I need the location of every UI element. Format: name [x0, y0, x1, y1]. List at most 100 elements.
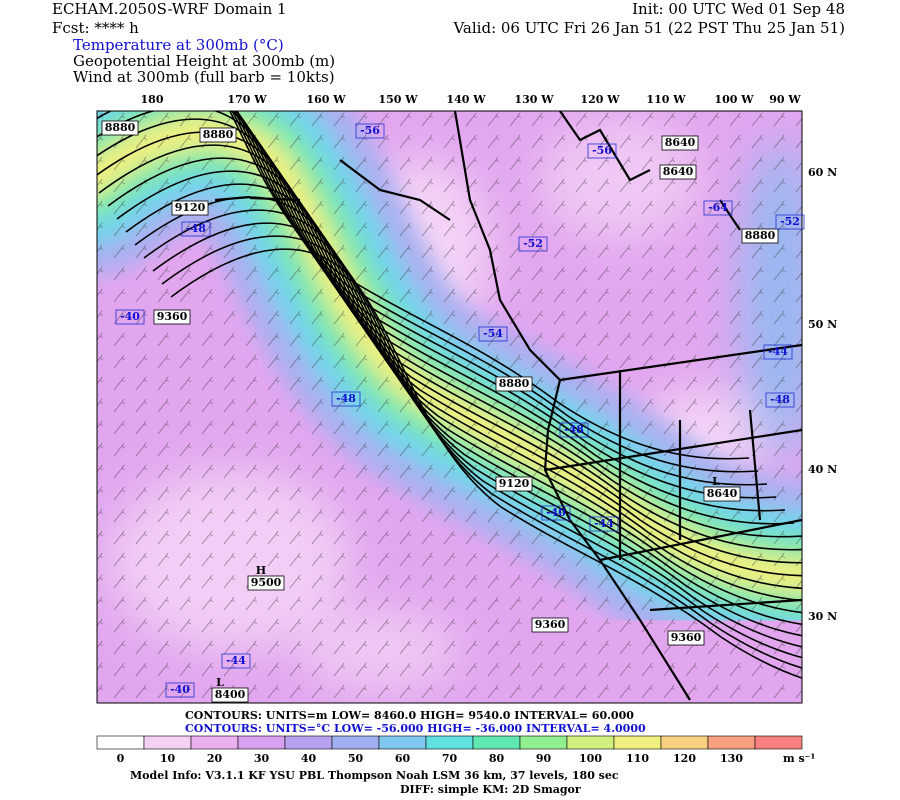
colorbar-swatch	[566, 735, 615, 750]
height-label-box	[661, 135, 699, 151]
contour-info: CONTOURS: UNITS=m LOW= 8460.0 HIGH= 9540…	[185, 709, 634, 722]
temperature-label: -48	[770, 393, 790, 406]
colorbar-label: 120	[673, 752, 696, 765]
height-label: 8400	[215, 688, 246, 701]
temperature-label: -52	[523, 237, 543, 250]
colorbar-label: 50	[348, 752, 364, 765]
height-label-box	[531, 617, 569, 633]
height-contour	[143, 209, 802, 648]
contour-info: CONTOURS: UNITS=°C LOW= -56.000 HIGH= -3…	[185, 722, 646, 735]
colorbar-label: 80	[489, 752, 505, 765]
temperature-label: -64	[708, 201, 728, 214]
temperature-label: -48	[336, 392, 356, 405]
colorbar-label: 10	[160, 752, 176, 765]
colorbar-label: 100	[579, 752, 602, 765]
colorbar-units: m s⁻¹	[783, 752, 815, 765]
longitude-label: 170 W	[227, 93, 267, 106]
colorbar-swatch	[237, 735, 286, 750]
colorbar-swatch	[378, 735, 427, 750]
latitude-label: 30 N	[808, 610, 837, 623]
colorbar-swatch	[660, 735, 709, 750]
temperature-label-box	[181, 221, 211, 237]
longitude-label: 180	[141, 93, 164, 106]
pressure-center: L	[216, 676, 224, 689]
longitude-label: 140 W	[446, 93, 486, 106]
height-contour	[98, 144, 802, 590]
height-label: 9120	[499, 477, 530, 490]
temperature-label-box	[765, 392, 795, 408]
colorbar-label: 90	[536, 752, 552, 765]
colorbar-label: 70	[442, 752, 458, 765]
temperature-label-box	[587, 143, 617, 159]
pressure-center: L	[712, 475, 720, 488]
colorbar-label: 40	[301, 752, 317, 765]
height-contour	[170, 248, 802, 679]
temperature-label-box	[541, 505, 571, 521]
height-contour	[125, 183, 802, 626]
temperature-label-box	[478, 326, 508, 342]
height-label: 8880	[203, 128, 234, 141]
longitude-label: 160 W	[306, 93, 346, 106]
temperature-label: -44	[594, 517, 614, 530]
temperature-label-box	[518, 236, 548, 252]
temperature-label: -52	[780, 215, 800, 228]
height-label: 8640	[663, 165, 694, 178]
colorbar-swatch	[331, 735, 380, 750]
temperature-label-box	[703, 200, 733, 216]
height-label-box	[247, 575, 285, 591]
height-label-box	[659, 164, 697, 180]
map-frame	[96, 110, 803, 704]
temperature-label: -56	[360, 124, 380, 137]
height-label: 9360	[535, 618, 566, 631]
temperature-label: -48	[186, 222, 206, 235]
temperature-label: -44	[768, 345, 788, 358]
height-label-box	[495, 476, 533, 492]
temperature-label: -40	[170, 683, 190, 696]
height-label: 9120	[175, 201, 206, 214]
temperature-label-box	[165, 682, 195, 698]
height-label: 8640	[665, 136, 696, 149]
height-label-box	[495, 376, 533, 392]
temperature-label: -48	[564, 423, 584, 436]
valid-time: Valid: 06 UTC Fri 26 Jan 51 (22 PST Thu …	[452, 19, 845, 37]
colorbar-swatch	[143, 735, 192, 750]
colorbar-label: 30	[254, 752, 270, 765]
temperature-label: -44	[226, 654, 246, 667]
longitude-label: 100 W	[714, 93, 754, 106]
colorbar-swatch	[754, 735, 803, 750]
height-label: 9500	[251, 576, 282, 589]
temperature-label-box	[355, 123, 385, 139]
init-time: Init: 00 UTC Wed 01 Sep 48	[632, 0, 845, 18]
height-label: 9360	[157, 310, 188, 323]
height-contour	[97, 118, 802, 564]
height-label: 8640	[707, 487, 738, 500]
longitude-label: 130 W	[514, 93, 554, 106]
height-label-box	[153, 309, 191, 325]
colorbar-swatch	[707, 735, 756, 750]
height-label: 8880	[745, 229, 776, 242]
temperature-label-box	[559, 422, 589, 438]
height-contour	[152, 222, 802, 659]
temperature-label: -54	[483, 327, 503, 340]
height-contour	[107, 157, 802, 602]
longitude-label: 110 W	[646, 93, 686, 106]
longitude-label: 90 W	[769, 93, 801, 106]
longitude-label: 120 W	[580, 93, 620, 106]
colorbar-label: 60	[395, 752, 411, 765]
temperature-label-box	[221, 653, 251, 669]
model-title: ECHAM.2050S-WRF Domain 1	[52, 0, 287, 18]
latitude-label: 50 N	[808, 318, 837, 331]
height-label: 9360	[671, 631, 702, 644]
colorbar-swatch	[613, 735, 662, 750]
field-title: Wind at 300mb (full barb = 10kts)	[73, 68, 335, 86]
height-contour	[116, 170, 802, 614]
colorbar-label: 110	[626, 752, 649, 765]
colorbar-label: 0	[117, 752, 125, 765]
colorbar-swatch	[190, 735, 239, 750]
colorbar-label: 20	[207, 752, 223, 765]
height-label: 8880	[499, 377, 530, 390]
temperature-label: -40	[120, 310, 140, 323]
height-contour	[161, 235, 802, 669]
forecast-hour: Fcst: **** h	[52, 19, 139, 37]
temperature-label: -56	[592, 144, 612, 157]
